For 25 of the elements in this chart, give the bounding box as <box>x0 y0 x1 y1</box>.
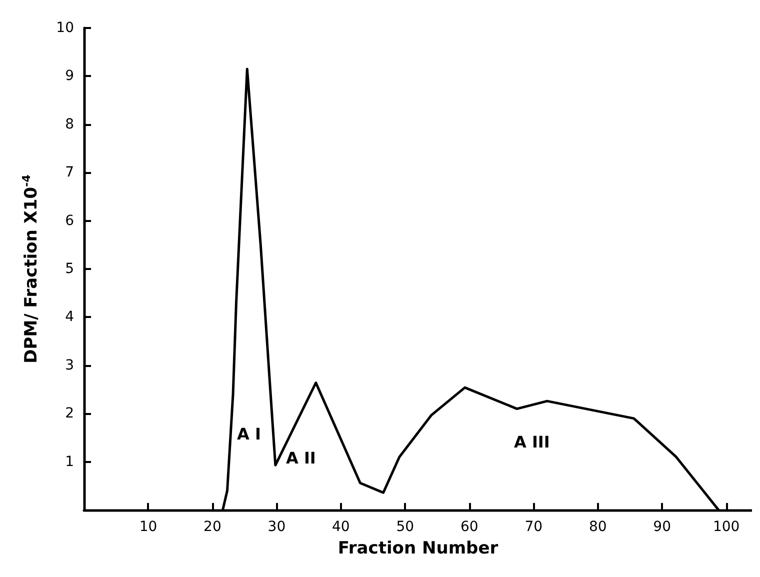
y-tick-label: 1 <box>65 454 74 470</box>
x-tick-label: 100 <box>712 519 740 535</box>
y-tick-label: 4 <box>65 309 74 326</box>
y-tick-label: 7 <box>65 164 74 181</box>
y-tick-label: 6 <box>65 212 74 229</box>
annotation: A II <box>286 448 316 468</box>
x-tick-label: 60 <box>460 519 478 535</box>
y-tick-label: 3 <box>65 357 74 374</box>
y-tick-label: 10 <box>56 20 74 36</box>
x-tick-label: 20 <box>204 519 222 535</box>
y-tick-label: 9 <box>65 68 74 84</box>
y-tick-label: 8 <box>65 116 74 132</box>
x-tick-label: 30 <box>268 519 286 535</box>
y-axis-title: DPM/ Fraction X10-4 <box>20 174 42 364</box>
x-tick-label: 10 <box>139 519 158 535</box>
annotation: A III <box>514 432 550 452</box>
x-axis-title: Fraction Number <box>338 538 499 558</box>
annotation: A I <box>237 424 261 444</box>
y-tick-label: 5 <box>65 261 74 277</box>
y-tick-label: 2 <box>65 406 74 422</box>
x-tick-label: 90 <box>653 519 671 535</box>
x-tick-label: 50 <box>396 519 414 535</box>
x-tick-label: 40 <box>332 519 350 535</box>
x-tick-label: 70 <box>524 519 543 535</box>
x-tick-label: 80 <box>588 519 607 535</box>
